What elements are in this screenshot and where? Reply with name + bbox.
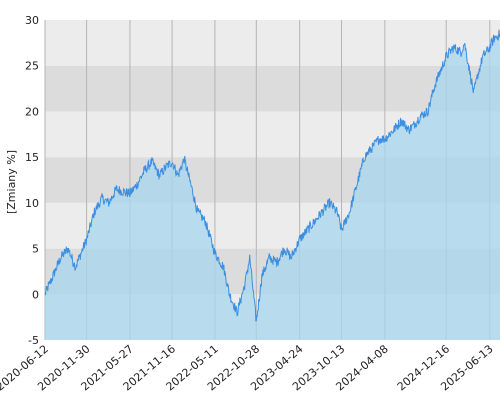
- series-area-fill: [45, 29, 500, 340]
- y-tick-label: 5: [32, 243, 39, 256]
- y-tick-label: 30: [25, 14, 39, 27]
- y-tick-label: 25: [25, 60, 39, 73]
- series-line: [44, 29, 500, 322]
- y-tick-label: 0: [32, 288, 39, 301]
- y-axis: -5 0 5 10 15 20 25 30: [25, 14, 39, 347]
- y-tick-label: 15: [25, 151, 39, 164]
- grid-band: [45, 65, 500, 112]
- y-tick-label: 20: [25, 105, 39, 118]
- y-tick-label: 10: [25, 197, 39, 210]
- series-area-layer: [44, 29, 500, 340]
- y-tick-label: -5: [28, 334, 39, 347]
- x-axis: 2020-06-122020-11-302021-05-272021-11-16…: [0, 342, 496, 393]
- grid-band: [45, 20, 500, 66]
- y-axis-title: [Zmiany %]: [5, 150, 18, 214]
